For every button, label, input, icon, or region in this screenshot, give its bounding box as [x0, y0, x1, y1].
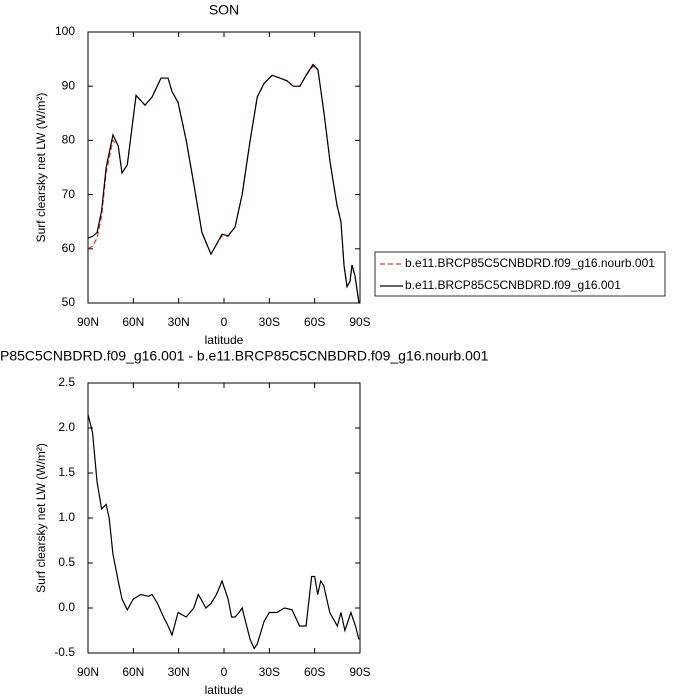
data-line: [87, 63, 360, 304]
chart-title: P85C5CNBDRD.f09_g16.001 - b.e11.BRCP85C5…: [0, 348, 489, 364]
x-tick-label: 60N: [122, 315, 144, 329]
plot-frame: [87, 31, 361, 304]
x-tick-label: 90N: [77, 665, 99, 679]
legend-label: b.e11.BRCP85C5CNBDRD.f09_g16.001: [405, 278, 621, 292]
y-axis-label: Surf clearsky net LW (W/m²): [34, 93, 48, 243]
x-tick-label: 60S: [304, 665, 325, 679]
y-axis-label: Surf clearsky net LW (W/m²): [34, 443, 48, 593]
x-tick-label: 90N: [77, 315, 99, 329]
x-tick-label: 30S: [259, 665, 280, 679]
data-line: [87, 414, 360, 650]
y-tick-label: 50: [62, 295, 76, 309]
y-tick-label: 70: [62, 187, 76, 201]
y-tick-label: 0.0: [58, 600, 75, 614]
x-tick-label: 90S: [349, 315, 370, 329]
y-tick-label: 2.0: [58, 420, 75, 434]
legend-box: [374, 251, 666, 297]
y-tick-label: 60: [62, 241, 76, 255]
chart-title: SON: [209, 2, 239, 18]
y-tick-label: 1.0: [58, 510, 75, 524]
x-tick-label: 30N: [168, 315, 190, 329]
y-tick-label: 1.5: [58, 465, 75, 479]
x-axis-label: latitude: [205, 683, 244, 697]
y-tick-label: 90: [62, 78, 76, 92]
x-tick-label: 90S: [349, 665, 370, 679]
x-tick-label: 60S: [304, 315, 325, 329]
y-tick-label: 2.5: [58, 375, 75, 389]
plot-frame: [87, 382, 361, 654]
x-axis-label: latitude: [205, 333, 244, 347]
data-line: [87, 65, 360, 304]
y-tick-label: 100: [55, 24, 75, 38]
x-tick-label: 60N: [122, 665, 144, 679]
y-tick-label: -0.5: [54, 645, 75, 659]
x-tick-label: 0: [221, 665, 228, 679]
legend-label: b.e11.BRCP85C5CNBDRD.f09_g16.nourb.001: [405, 256, 655, 270]
x-tick-label: 30N: [168, 665, 190, 679]
x-tick-label: 30S: [259, 315, 280, 329]
y-tick-label: 80: [62, 133, 76, 147]
y-tick-label: 0.5: [58, 555, 75, 569]
x-tick-label: 0: [221, 315, 228, 329]
